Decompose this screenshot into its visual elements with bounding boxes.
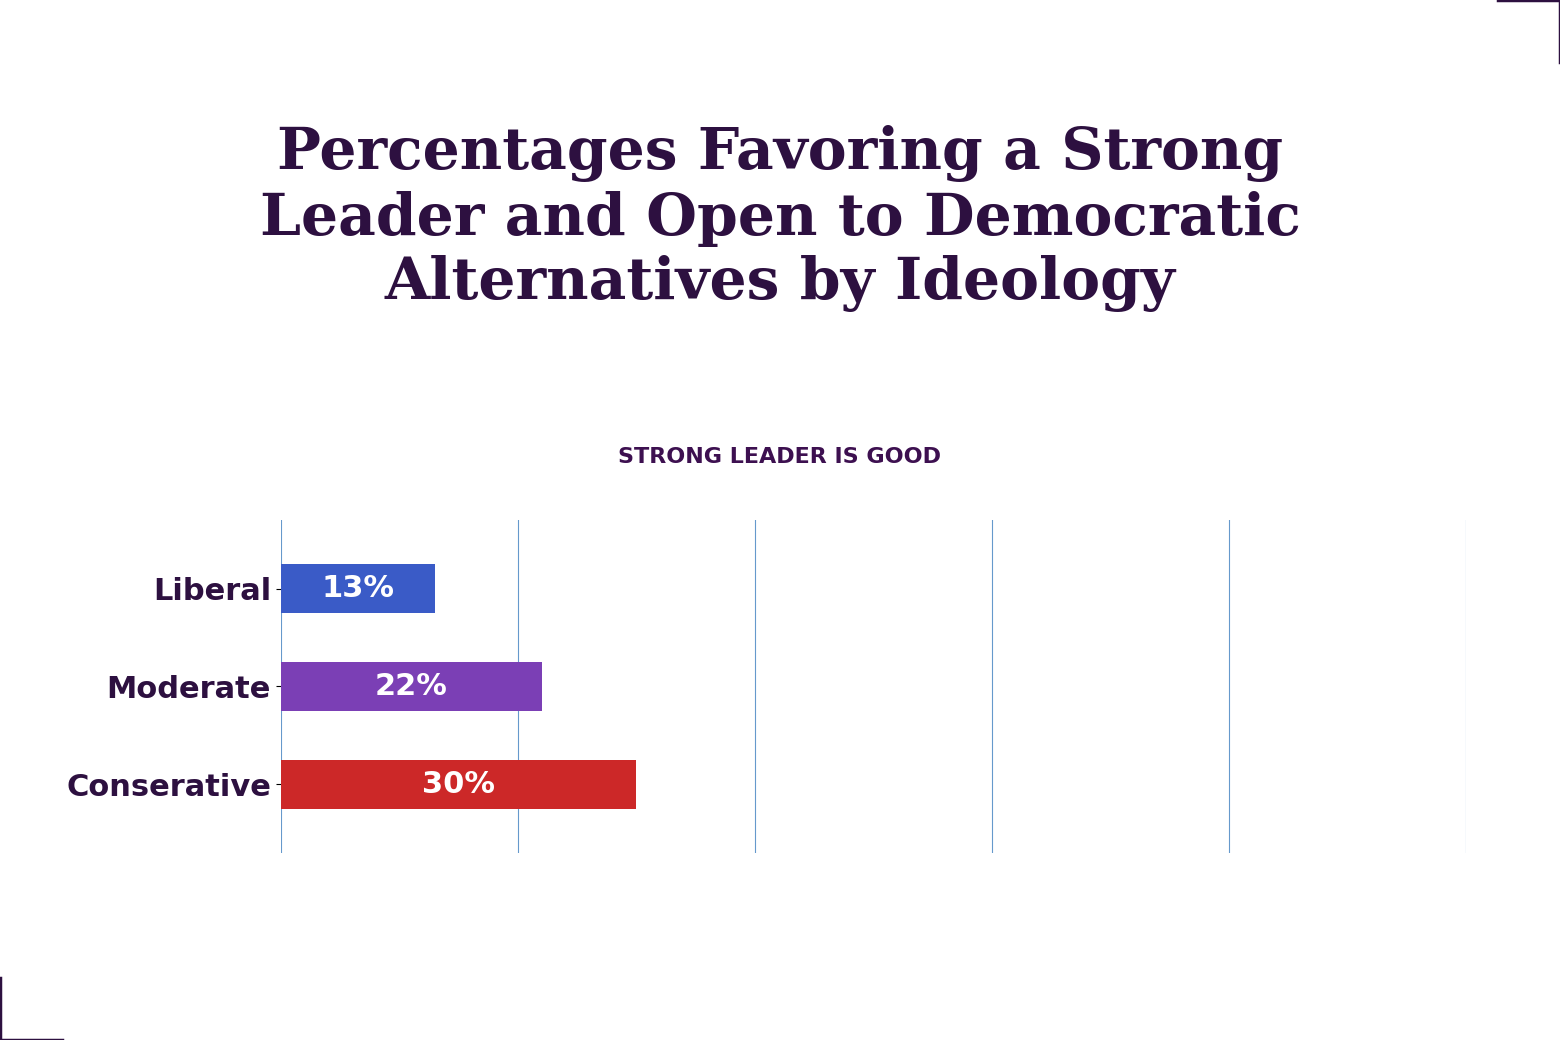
Bar <box>281 564 435 613</box>
Text: 22%: 22% <box>374 672 448 701</box>
Bar <box>281 760 636 809</box>
Bar <box>281 661 541 711</box>
Text: Percentages Favoring a Strong
Leader and Open to Democratic
Alternatives by Ideo: Percentages Favoring a Strong Leader and… <box>259 125 1301 312</box>
Text: STRONG LEADER IS GOOD: STRONG LEADER IS GOOD <box>618 447 942 467</box>
Text: 30%: 30% <box>423 770 495 799</box>
Text: 13%: 13% <box>321 574 395 603</box>
